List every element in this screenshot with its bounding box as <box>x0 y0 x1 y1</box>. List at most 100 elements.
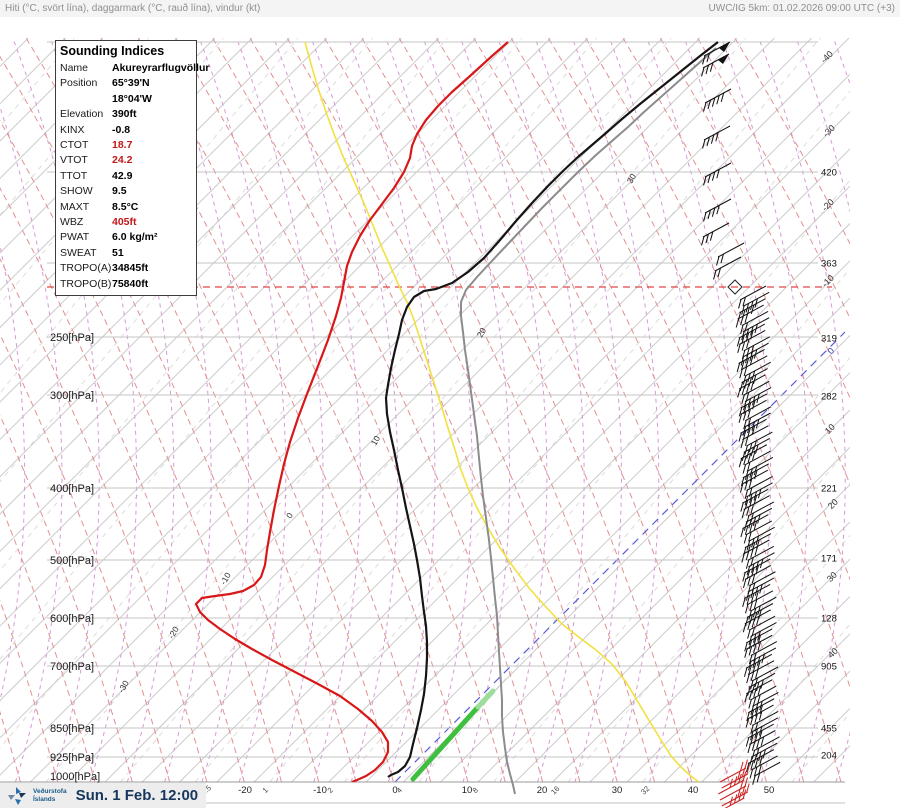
indices-row-label: PWAT <box>60 231 90 244</box>
wind-barb <box>748 596 777 620</box>
sounding-curves <box>194 41 719 782</box>
wind-barb <box>740 514 769 538</box>
wind-barb <box>750 666 779 690</box>
isotherm-edge-label: 40 <box>826 646 840 660</box>
indices-row-value: 75840ft <box>112 277 149 290</box>
temperature-tick-label: -10 <box>313 785 327 796</box>
mixed-layer-segment <box>410 704 481 782</box>
indices-row: SHOW 9.5 <box>56 184 196 199</box>
indices-row-label: Position <box>60 77 98 90</box>
wind-barb <box>742 609 772 633</box>
indices-row-label: TROPO(B) <box>60 277 112 290</box>
isotherm-edge-label: -40 <box>819 49 835 65</box>
indices-row-value: 51 <box>112 246 124 259</box>
indices-row: Position 65°39'N 18°04'W <box>56 76 196 107</box>
indices-row-value: 24.2 <box>112 154 133 167</box>
wind-barb <box>747 615 776 639</box>
indices-row: SWEAT 51 <box>56 246 196 261</box>
height-label: 455 <box>821 724 837 735</box>
indices-row: MAXT 8.5°C <box>56 200 196 215</box>
vedurstofa-logo-icon <box>8 786 26 805</box>
wind-barb <box>743 507 773 531</box>
height-label: 420 <box>821 168 837 179</box>
wind-barb <box>746 660 775 684</box>
dry-adiabat-label: -20 <box>166 624 181 640</box>
mixing-ratio-label: 4 <box>395 786 404 795</box>
logo-text: Veðurstofa Íslands <box>33 788 67 802</box>
isotherm-edge-label: 10 <box>823 422 837 436</box>
wind-barb <box>737 374 766 398</box>
header-right-label: UWC/IG 5km: 01.02.2026 09:00 UTC (+3) <box>708 3 895 14</box>
wind-barb <box>738 285 767 309</box>
indices-row-label: CTOT <box>60 139 89 152</box>
dry-adiabat-label: 20 <box>475 326 489 339</box>
wind-barb <box>738 444 767 468</box>
indices-row-label: Name <box>60 62 89 74</box>
indices-row-value: 390ft <box>112 108 137 121</box>
indices-row: CTOT 18.7 <box>56 138 196 153</box>
pressure-label: 400[hPa] <box>50 483 94 495</box>
wind-barb <box>701 53 730 77</box>
indices-row-value: 34845ft <box>112 262 149 275</box>
indices-row: WBZ 405ft <box>56 215 196 230</box>
wind-barb <box>742 361 772 385</box>
height-label: 221 <box>821 484 837 495</box>
tropopause-diamond-marker <box>727 279 743 295</box>
wind-barbs <box>701 41 781 808</box>
wind-barb <box>739 355 768 379</box>
indices-rows: Name Akureyrarflugvöllur Position 65°39'N 1… <box>56 61 209 292</box>
wind-barb <box>740 425 769 449</box>
wind-barb <box>735 304 764 328</box>
height-label: 905 <box>821 662 837 673</box>
dry-adiabat-label: -30 <box>116 678 131 694</box>
wind-barb <box>751 736 780 760</box>
indices-row-label: VTOT <box>60 154 88 167</box>
indices-row: KINX -0.8 <box>56 123 196 138</box>
height-label: 363 <box>821 259 837 270</box>
wind-barb <box>703 88 732 112</box>
dry-adiabat-label: -10 <box>218 570 233 586</box>
wind-barb <box>719 759 748 783</box>
wind-barb <box>736 349 765 373</box>
isotherm-edge-label: 0 <box>826 346 837 357</box>
indices-row: Elevation 390ft <box>56 107 196 122</box>
logo-line1: Veðurstofa <box>33 788 67 796</box>
indices-row: TTOT 42.9 <box>56 169 196 184</box>
wind-barb <box>741 539 770 563</box>
reference-curve <box>304 41 700 782</box>
wind-barb <box>738 418 767 442</box>
wind-barb <box>745 704 774 728</box>
indices-panel-title: Sounding Indices <box>60 44 165 58</box>
wind-barb <box>752 761 781 785</box>
footer-bar: Veðurstofa Íslands Sun. 1 Feb. 12:00 <box>0 783 206 808</box>
isotherm-edge-label: -10 <box>820 273 836 289</box>
temperature-curve <box>384 41 719 778</box>
temperature-tick-label: 10 <box>462 785 473 796</box>
indices-row-value: Akureyrarflugvöllur <box>112 62 210 74</box>
indices-row-label: KINX <box>60 123 85 136</box>
height-label: 282 <box>821 392 837 403</box>
height-label: 319 <box>821 334 837 345</box>
valid-time-label: Sun. 1 Feb. 12:00 <box>75 787 199 804</box>
indices-row-value: -0.8 <box>112 123 131 136</box>
pressure-label: 600[hPa] <box>50 613 94 625</box>
dry-adiabat-label: 30 <box>625 172 639 185</box>
wind-barb <box>741 495 770 519</box>
wind-barb <box>747 672 776 696</box>
height-label: 204 <box>821 751 837 762</box>
indices-row-label: SWEAT <box>60 246 97 259</box>
wind-barb <box>742 584 771 608</box>
wind-barb <box>713 256 742 280</box>
wind-barb <box>721 783 750 807</box>
indices-row: Name Akureyrarflugvöllur <box>56 61 209 76</box>
indices-row-label: TTOT <box>60 169 88 182</box>
height-label: 128 <box>821 614 837 625</box>
wind-barb <box>739 368 768 392</box>
pressure-label: 500[hPa] <box>50 555 94 567</box>
wind-barb <box>744 634 773 658</box>
isotherm-edge-label: -30 <box>821 123 837 139</box>
wind-barb <box>703 162 732 186</box>
indices-row-value: 42.9 <box>112 169 133 182</box>
wind-barb <box>738 399 767 423</box>
